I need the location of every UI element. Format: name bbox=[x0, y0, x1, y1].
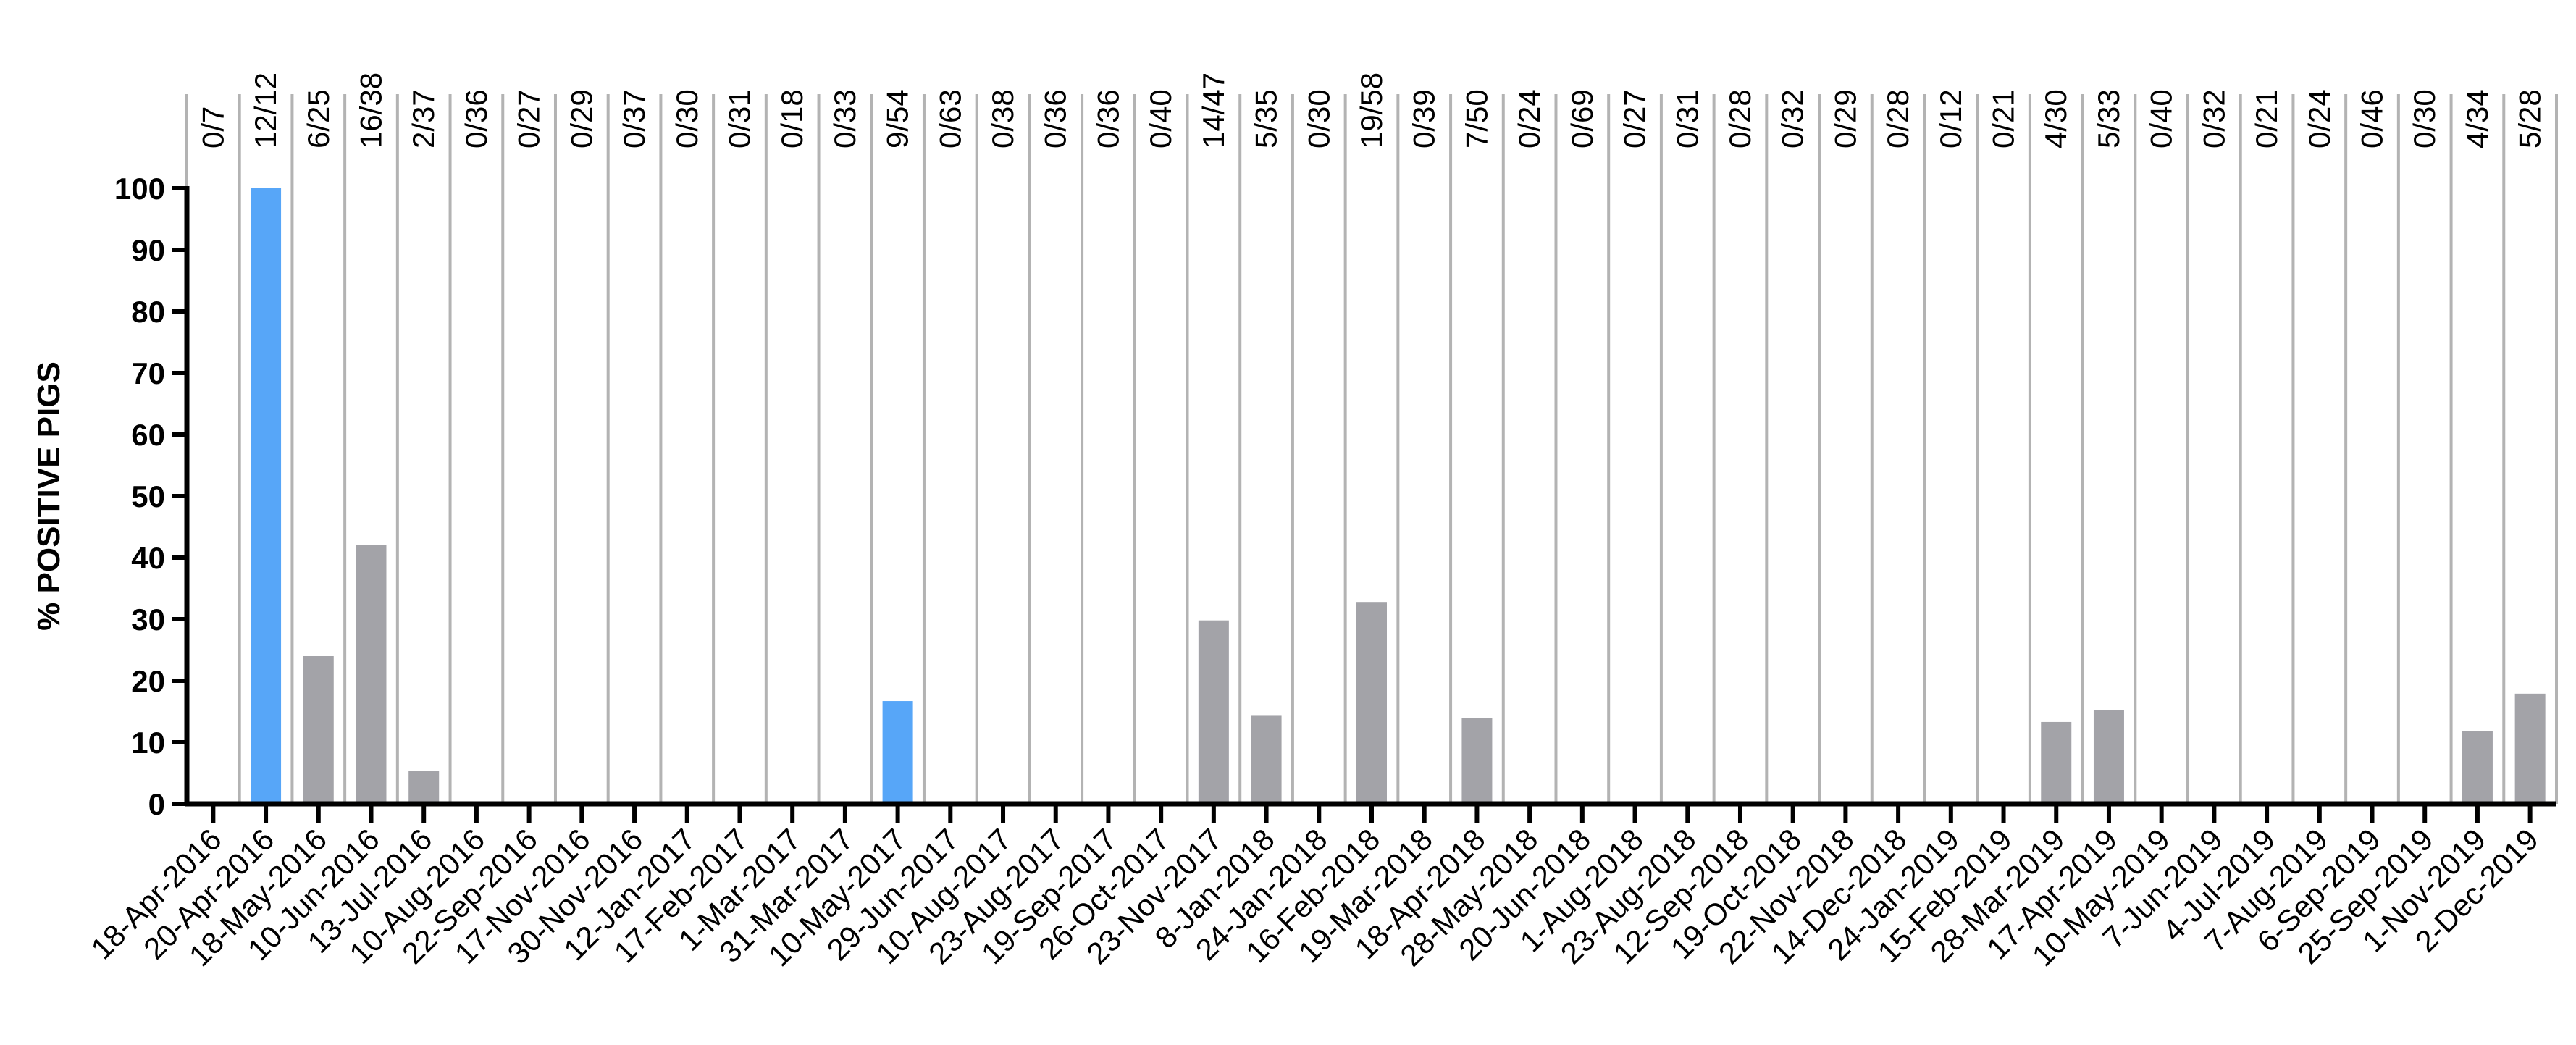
bar bbox=[1356, 602, 1387, 804]
category-separators bbox=[185, 94, 2558, 804]
y-tick-label: 20 bbox=[131, 664, 165, 698]
bar bbox=[1198, 620, 1229, 804]
y-tick-label: 70 bbox=[131, 356, 165, 390]
ratio-label: 4/34 bbox=[2460, 89, 2494, 148]
bar bbox=[251, 188, 282, 804]
ratio-label: 0/27 bbox=[512, 89, 546, 148]
ratio-label: 0/32 bbox=[1776, 89, 1810, 148]
ratio-label: 0/36 bbox=[459, 89, 493, 148]
ratio-label: 5/28 bbox=[2513, 89, 2547, 148]
ratio-label: 19/58 bbox=[1354, 72, 1388, 148]
y-tick-label: 40 bbox=[131, 541, 165, 575]
ratio-label: 0/31 bbox=[722, 89, 756, 148]
ratio-label: 0/30 bbox=[670, 89, 704, 148]
ratio-label: 0/29 bbox=[1828, 89, 1862, 148]
y-ticks: 0 10 20 30 40 50 60 70 80 90 100 bbox=[114, 172, 187, 821]
ratio-label: 0/21 bbox=[1986, 89, 2021, 148]
y-tick-label: 80 bbox=[131, 295, 165, 329]
ratio-label: 0/38 bbox=[986, 89, 1020, 148]
y-tick-label: 90 bbox=[131, 233, 165, 267]
y-tick-label: 30 bbox=[131, 603, 165, 637]
y-tick-label: 10 bbox=[131, 726, 165, 760]
ratio-label: 0/18 bbox=[775, 89, 809, 148]
bar bbox=[1461, 718, 1493, 804]
ratio-label: 0/36 bbox=[1039, 89, 1073, 148]
bar bbox=[1251, 715, 1282, 804]
ratio-label: 0/27 bbox=[1618, 89, 1652, 148]
ratio-label: 12/12 bbox=[248, 72, 282, 148]
ratio-label: 0/32 bbox=[2197, 89, 2231, 148]
ratio-label: 16/38 bbox=[353, 72, 387, 148]
ratio-label: 0/36 bbox=[1091, 89, 1125, 148]
ratio-label: 0/7 bbox=[196, 106, 230, 148]
bar bbox=[408, 771, 440, 804]
ratio-label: 0/40 bbox=[2144, 89, 2178, 148]
ratio-label: 0/24 bbox=[2302, 89, 2336, 148]
ratio-label: 0/28 bbox=[1881, 89, 1915, 148]
ratio-label: 0/12 bbox=[1934, 89, 1968, 148]
bar bbox=[2514, 693, 2546, 804]
ratio-label: 0/31 bbox=[1670, 89, 1704, 148]
ratio-label: 0/29 bbox=[564, 89, 598, 148]
ratio-label: 5/33 bbox=[2092, 89, 2126, 148]
ratio-label: 6/25 bbox=[301, 89, 335, 148]
ratio-label: 0/30 bbox=[2407, 89, 2441, 148]
y-tick-label: 50 bbox=[131, 479, 165, 513]
ratio-label: 4/30 bbox=[2039, 89, 2073, 148]
bar bbox=[2462, 731, 2493, 804]
ratio-label: 7/50 bbox=[1459, 89, 1493, 148]
ratio-label: 0/28 bbox=[1723, 89, 1757, 148]
bar bbox=[2041, 721, 2072, 804]
y-axis-label: % POSITIVE PIGS bbox=[31, 361, 67, 631]
bar bbox=[356, 545, 387, 804]
y-tick-label: 60 bbox=[131, 418, 165, 452]
bar bbox=[2093, 710, 2124, 804]
bar bbox=[303, 656, 334, 804]
ratio-label: 0/40 bbox=[1144, 89, 1178, 148]
ratio-label: 0/37 bbox=[617, 89, 651, 148]
ratio-label: 0/24 bbox=[1512, 89, 1546, 148]
y-tick-label: 100 bbox=[114, 172, 165, 206]
ratio-label: 9/54 bbox=[881, 89, 915, 148]
y-tick-label: 0 bbox=[148, 787, 165, 821]
ratio-label: 0/21 bbox=[2249, 89, 2283, 148]
ratio-label: 5/35 bbox=[1249, 89, 1283, 148]
x-ticks bbox=[211, 804, 2533, 823]
ratio-label: 0/33 bbox=[828, 89, 862, 148]
ratio-label: 14/47 bbox=[1196, 72, 1230, 148]
ratio-label: 0/63 bbox=[933, 89, 967, 148]
ratio-label: 0/46 bbox=[2355, 89, 2389, 148]
ratio-label: 2/37 bbox=[406, 89, 440, 148]
bar bbox=[882, 701, 913, 804]
bars bbox=[251, 188, 2546, 804]
ratio-label: 0/39 bbox=[1407, 89, 1441, 148]
ratio-label: 0/69 bbox=[1565, 89, 1599, 148]
x-tick-labels: 18-Apr-201620-Apr-201618-May-201610-Jun-… bbox=[84, 822, 2545, 973]
ratio-label: 0/30 bbox=[1301, 89, 1335, 148]
ratio-labels: 0/7 12/12 6/25 16/38 2/37 0/36 0/27 0/29 0/37 0/3… bbox=[196, 72, 2546, 148]
